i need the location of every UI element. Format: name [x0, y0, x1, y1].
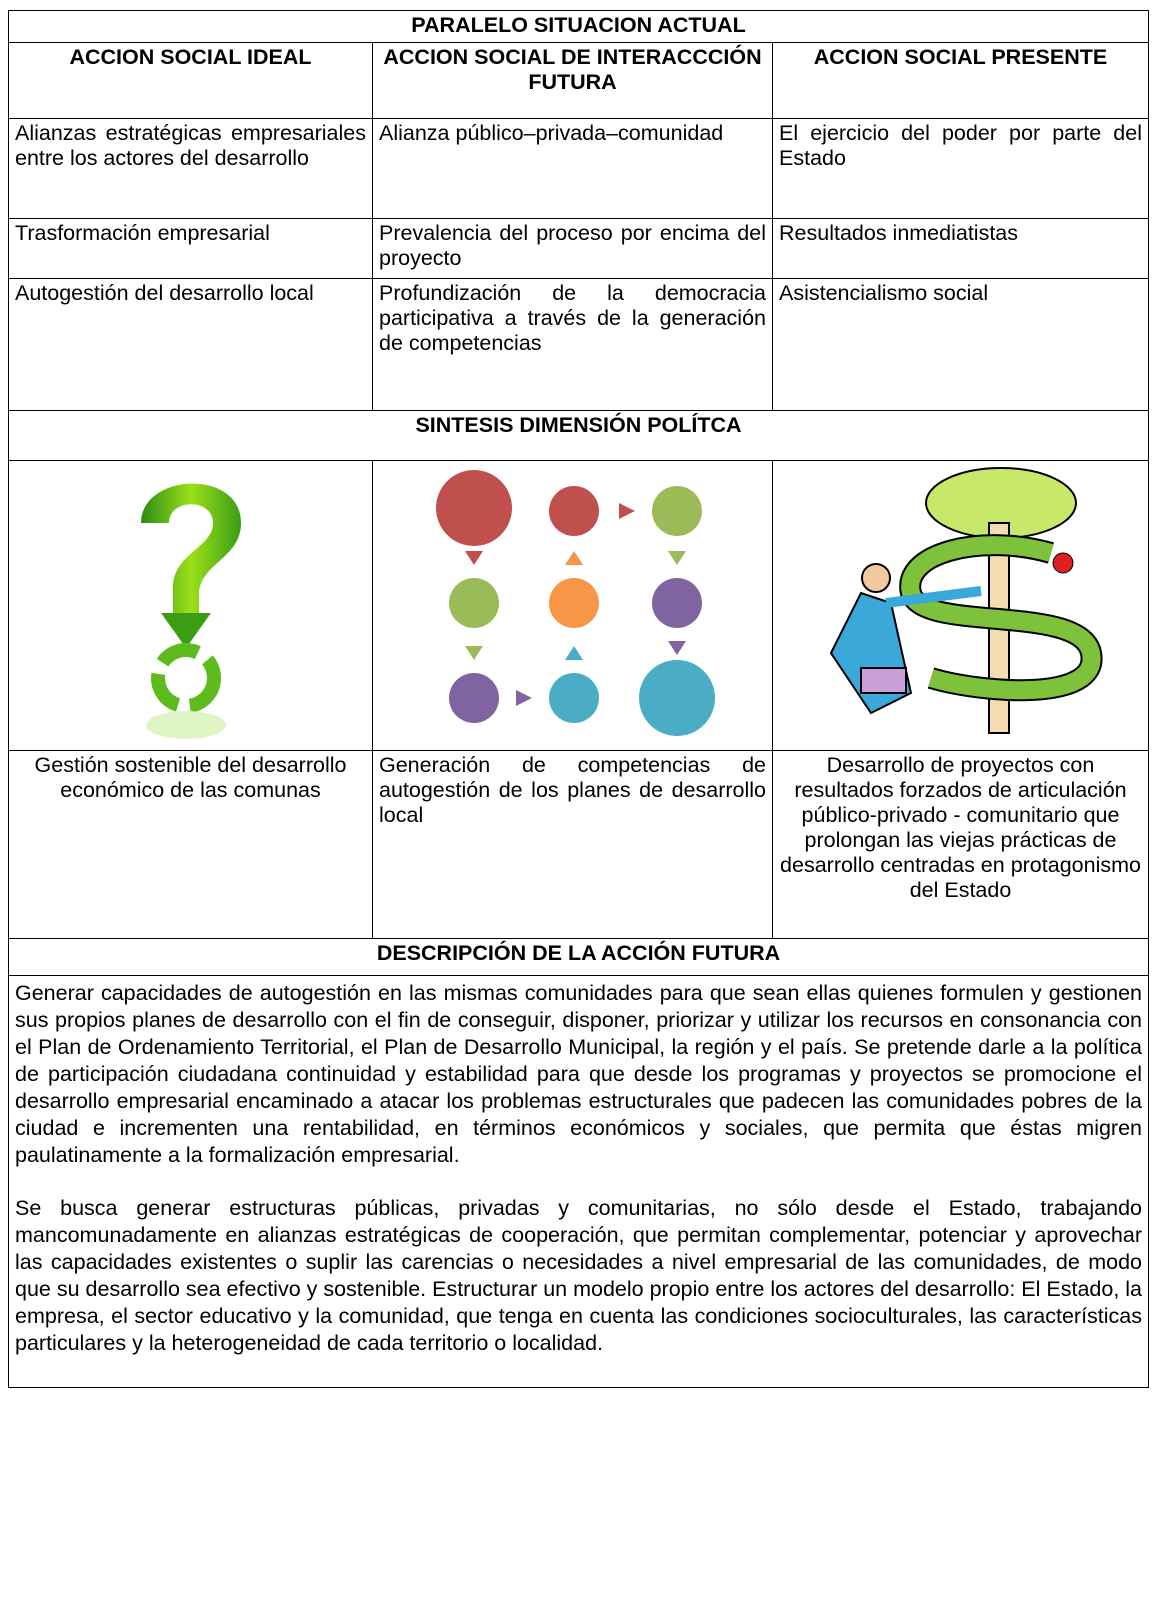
section-title: DESCRIPCIÓN DE LA ACCIÓN FUTURA	[8, 938, 1149, 976]
caption: Generación de competencias de autogestió…	[372, 750, 773, 939]
cell: Alianza público–privada–comunidad	[372, 118, 773, 219]
cell: Asistencialismo social	[772, 278, 1149, 411]
cell: Profundización de la democracia particip…	[372, 278, 773, 411]
section-title: SINTESIS DIMENSIÓN POLÍTCA	[8, 410, 1149, 461]
description-cell: Generar capacidades de autogestión en la…	[8, 975, 1149, 1388]
cell: Trasformación empresarial	[8, 218, 373, 279]
column-header: ACCION SOCIAL PRESENTE	[772, 42, 1149, 119]
caption: Gestión sostenible del desarrollo económ…	[8, 750, 373, 939]
column-header: ACCION SOCIAL IDEAL	[8, 42, 373, 119]
image-cell	[8, 460, 373, 751]
document-table: PARALELO SITUACION ACTUAL ACCION SOCIAL …	[8, 10, 1149, 1388]
cell: Resultados inmediatistas	[772, 218, 1149, 279]
circles-diagram	[436, 470, 715, 736]
image-cell	[372, 460, 773, 751]
paragraph: Se busca generar estructuras públicas, p…	[15, 1196, 1142, 1355]
image-cell	[772, 460, 1149, 751]
dollar-snake-illustration	[829, 467, 1102, 734]
question-recycle-icon	[140, 483, 241, 739]
cell: Autogestión del desarrollo local	[8, 278, 373, 411]
caption: Desarrollo de proyectos con resultados f…	[772, 750, 1149, 939]
table-title: PARALELO SITUACION ACTUAL	[8, 10, 1149, 43]
column-header: ACCION SOCIAL DE INTERACCCIÓN FUTURA	[372, 42, 773, 119]
cell: Alianzas estratégicas empresariales entr…	[8, 118, 373, 219]
cell: Prevalencia del proceso por encima del p…	[372, 218, 773, 279]
paragraph: Generar capacidades de autogestión en la…	[15, 981, 1142, 1167]
cell: El ejercicio del poder por parte del Est…	[772, 118, 1149, 219]
